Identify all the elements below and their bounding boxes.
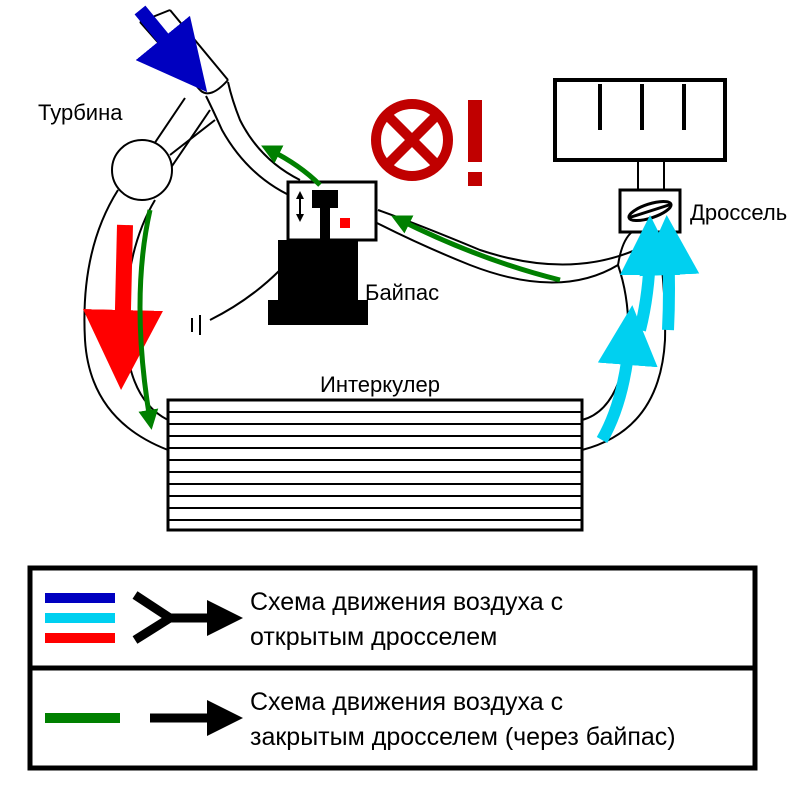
bypass-valve [268, 182, 376, 325]
intercooler-label: Интеркулер [320, 372, 440, 397]
bypass-label: Байпас [365, 280, 439, 305]
throttle [620, 160, 680, 232]
legend: Схема движения воздуха с открытым дроссе… [30, 568, 755, 768]
turbine-label: Турбина [38, 100, 123, 125]
exclaim-icon [468, 100, 482, 186]
cool-flow-arrow-1 [602, 335, 630, 440]
bypass-out-arrow [270, 150, 320, 185]
throttle-label: Дроссель [690, 200, 787, 225]
legend-row1-line1: Схема движения воздуха с [250, 588, 563, 616]
intercooler [168, 400, 582, 530]
engine-block [555, 80, 725, 160]
no-sign [376, 104, 448, 176]
legend-row2-line1: Схема движения воздуха с [250, 688, 563, 716]
legend-row2-line2: закрытым дросселем (через байпас) [250, 723, 676, 751]
cool-flow-arrow-3 [668, 245, 669, 330]
compressor-out-arrow [122, 225, 125, 350]
legend-row1-line2: открытым дросселем [250, 623, 497, 651]
inlet-arrow [140, 10, 185, 65]
cool-flow-arrow-2 [640, 245, 650, 330]
bypass-down-arrow [140, 210, 150, 420]
